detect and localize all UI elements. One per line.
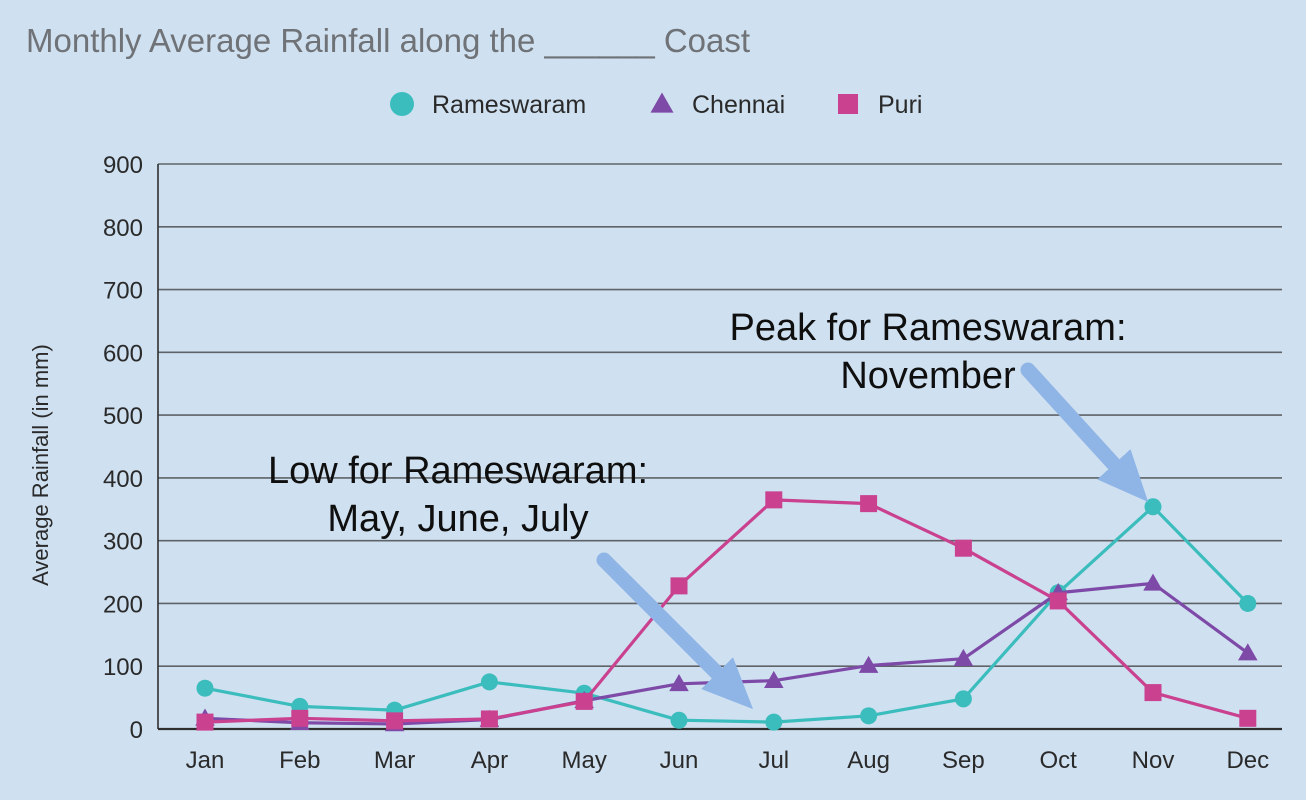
chennai-point — [764, 670, 784, 688]
x-tick-label: Sep — [942, 747, 985, 774]
legend-marker-chennai — [650, 92, 674, 113]
puri-point — [1239, 709, 1257, 727]
x-tick-label: Dec — [1226, 747, 1269, 774]
chart-series — [195, 491, 1258, 732]
legend-marker-puri — [838, 94, 858, 114]
puri-point — [291, 709, 309, 727]
puri-point — [954, 539, 972, 557]
rameswaram-point — [1144, 498, 1162, 516]
x-tick-label: Oct — [1040, 747, 1078, 774]
x-tick-label: May — [562, 747, 607, 774]
annotation-arrow — [596, 552, 754, 710]
puri-point — [196, 713, 214, 731]
annotation-text: Peak for Rameswaram: November — [729, 307, 1126, 397]
legend-label-puri: Puri — [878, 91, 922, 119]
annotation-low: Low for Rameswaram: May, June, July — [268, 450, 754, 710]
annotation-peak: Peak for Rameswaram: November — [729, 307, 1149, 502]
x-tick-label: Jun — [660, 747, 699, 774]
rameswaram-point — [954, 690, 972, 708]
puri-line — [204, 498, 1249, 724]
y-tick-label: 0 — [130, 717, 143, 744]
rameswaram-point — [860, 707, 878, 725]
y-tick-label: 400 — [103, 466, 143, 493]
chennai-line — [204, 581, 1249, 726]
legend-item-puri: Puri — [838, 91, 922, 119]
puri-point — [1144, 684, 1162, 702]
series-puri — [196, 491, 1257, 731]
chennai-point — [1238, 643, 1258, 661]
grid-lines — [158, 163, 1282, 668]
rameswaram-point — [480, 673, 498, 691]
x-tick-label: Apr — [471, 747, 508, 774]
rameswaram-point — [1239, 594, 1257, 612]
x-tick-label: Feb — [279, 747, 320, 774]
y-tick-label: 600 — [103, 340, 143, 367]
chennai-point — [669, 674, 689, 692]
rameswaram-point — [670, 711, 688, 729]
x-tick-label: Mar — [374, 747, 415, 774]
rameswaram-line — [204, 505, 1249, 724]
legend-label-rameswaram: Rameswaram — [432, 91, 586, 119]
puri-point — [1049, 592, 1067, 610]
annotation-arrow — [1020, 362, 1149, 502]
y-tick-label: 900 — [103, 152, 143, 179]
rameswaram-point — [196, 679, 214, 697]
y-tick-label: 100 — [103, 654, 143, 681]
chennai-point — [1143, 573, 1163, 591]
rameswaram-point — [765, 713, 783, 731]
y-tick-label: 500 — [103, 403, 143, 430]
chennai-point — [858, 655, 879, 673]
puri-point — [860, 495, 878, 513]
chart-axes — [157, 164, 1282, 731]
y-tick-label: 700 — [103, 278, 143, 305]
legend-item-chennai: Chennai — [650, 91, 785, 119]
x-tick-label: Nov — [1132, 747, 1175, 774]
puri-point — [386, 712, 404, 730]
x-tick-label: Jul — [758, 747, 789, 774]
y-tick-label: 300 — [103, 529, 143, 556]
annotation-text: Low for Rameswaram: May, June, July — [268, 450, 648, 540]
x-tick-label: Jan — [186, 747, 225, 774]
chart-title: Monthly Average Rainfall along the _____… — [26, 22, 750, 59]
chart-legend: Rameswaram Chennai Puri — [390, 91, 922, 119]
legend-marker-rameswaram — [390, 92, 414, 116]
y-tick-label: 800 — [103, 215, 143, 242]
y-axis-label: Average Rainfall (in mm) — [28, 344, 53, 586]
puri-point — [765, 491, 783, 509]
legend-item-rameswaram: Rameswaram — [390, 91, 586, 119]
chennai-point — [953, 648, 974, 667]
axis-ticks: 0 100 200 300 400 500 600 700 800 900 Jan Feb Mar Apr… — [103, 152, 1269, 774]
puri-point — [480, 710, 498, 728]
chart-annotations: Peak for Rameswaram: November Low for Rame… — [268, 307, 1149, 710]
puri-point — [670, 577, 688, 595]
x-tick-label: Aug — [847, 747, 890, 774]
puri-point — [575, 692, 593, 710]
legend-label-chennai: Chennai — [692, 91, 785, 119]
y-tick-label: 200 — [103, 591, 143, 618]
